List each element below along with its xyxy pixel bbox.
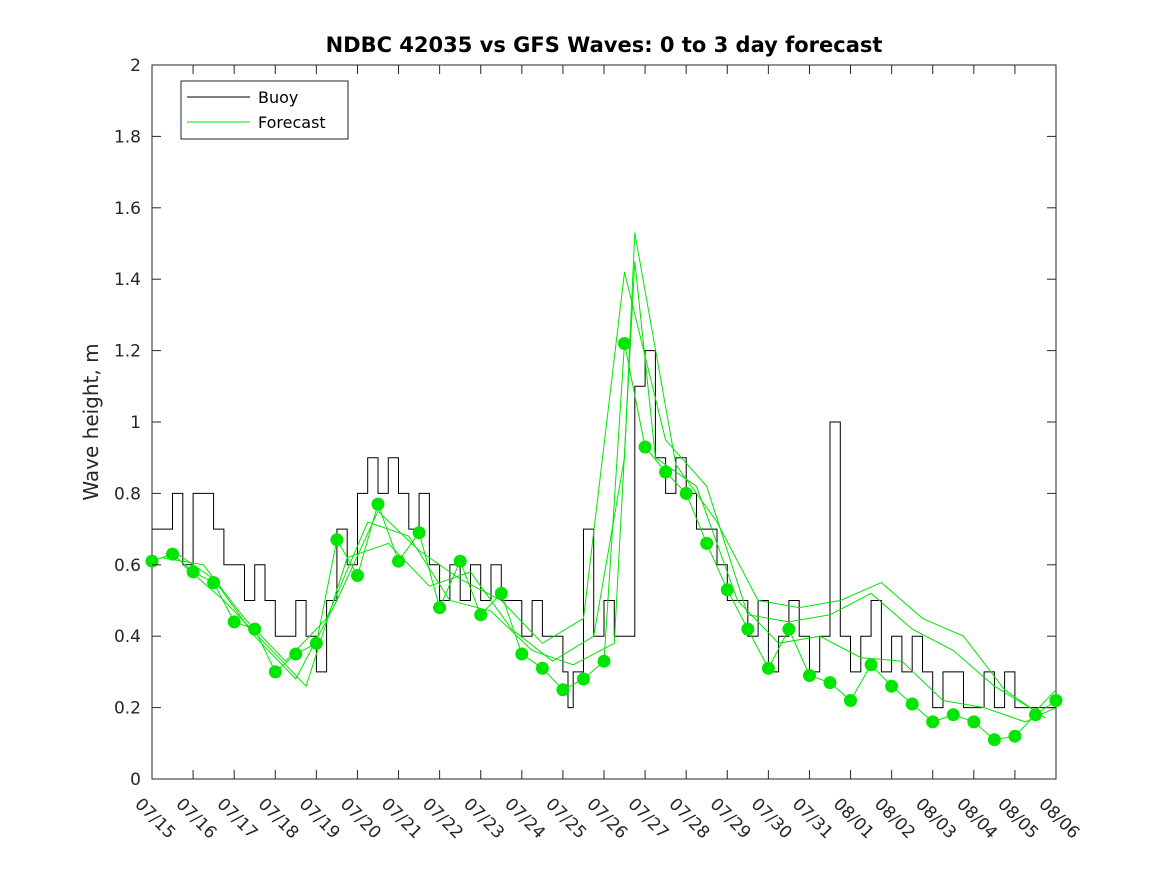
forecast-analysis-point <box>803 669 816 682</box>
forecast-analysis-point <box>474 608 488 622</box>
forecast-analysis-point <box>289 647 303 661</box>
forecast-analysis-point <box>1029 708 1042 722</box>
forecast-analysis-point <box>823 676 837 690</box>
forecast-analysis-point <box>371 497 385 511</box>
forecast-analysis-point <box>145 554 159 568</box>
series-line <box>172 271 1057 712</box>
y-tick-label: 0.8 <box>114 484 141 504</box>
forecast-analysis-point <box>987 733 1001 747</box>
y-tick-label: 0.6 <box>114 556 141 576</box>
forecast-analysis-point <box>741 622 755 636</box>
legend-box <box>180 80 349 140</box>
y-tick-label: 1.8 <box>114 127 141 147</box>
y-tick-label: 2 <box>130 56 141 76</box>
forecast-analysis-point <box>351 569 364 582</box>
y-tick-label: 1.4 <box>114 270 141 290</box>
series-forecast-1 <box>145 337 1063 747</box>
forecast-analysis-point <box>618 337 631 350</box>
forecast-analysis-point <box>268 665 282 679</box>
forecast-analysis-point <box>577 672 590 686</box>
forecast-analysis-point <box>720 583 734 597</box>
series-line <box>182 232 1046 719</box>
forecast-analysis-point <box>433 601 447 615</box>
y-tick-label: 0.2 <box>114 699 141 719</box>
forecast-analysis-point <box>761 661 775 675</box>
forecast-analysis-point <box>659 465 673 479</box>
legend-forecast-label: Forecast <box>258 113 326 132</box>
forecast-analysis-point <box>905 697 919 711</box>
forecast-analysis-point <box>926 715 940 729</box>
forecast-analysis-point <box>1049 694 1063 707</box>
forecast-analysis-point <box>597 654 611 668</box>
y-tick-label: 1 <box>130 413 141 433</box>
forecast-analysis-point <box>227 615 241 629</box>
forecast-analysis-point <box>885 679 899 693</box>
forecast-analysis-point <box>453 554 467 568</box>
forecast-analysis-point <box>207 576 221 590</box>
series-forecast-4 <box>172 271 1057 712</box>
forecast-analysis-point <box>679 486 693 500</box>
forecast-analysis-point <box>864 658 878 672</box>
series-forecast-3 <box>182 232 1046 719</box>
y-tick-label: 1.6 <box>114 199 141 219</box>
forecast-analysis-point <box>844 694 857 707</box>
forecast-analysis-point <box>556 683 570 697</box>
forecast-analysis-point <box>392 554 405 568</box>
forecast-analysis-point <box>494 586 508 600</box>
y-axis-label: Wave height, m <box>79 343 103 500</box>
legend: Buoy Forecast <box>180 80 349 140</box>
forecast-analysis-point <box>700 536 714 550</box>
forecast-analysis-point <box>515 647 529 661</box>
legend-buoy-label: Buoy <box>258 88 298 107</box>
forecast-analysis-point <box>330 533 344 547</box>
forecast-analysis-point <box>638 440 652 454</box>
plot-area <box>151 64 1057 780</box>
y-tick-label: 0 <box>130 770 141 790</box>
y-axis: 0 0.2 0.4 0.6 0.8 1 1.2 1.4 1.6 1.8 2 <box>114 56 1056 790</box>
y-tick-label: 1.2 <box>114 342 141 362</box>
forecast-analysis-point <box>782 622 796 636</box>
forecast-analysis-point <box>1008 729 1022 743</box>
series-layer <box>145 232 1063 747</box>
forecast-analysis-point <box>967 715 981 729</box>
forecast-analysis-point <box>535 661 549 675</box>
forecast-analysis-point <box>186 565 200 579</box>
forecast-analysis-point <box>946 708 960 722</box>
forecast-analysis-point <box>166 547 179 561</box>
forecast-analysis-point <box>412 526 426 540</box>
chart-title: NDBC 42035 vs GFS Waves: 0 to 3 day fore… <box>326 33 883 57</box>
y-tick-label: 0.4 <box>114 627 141 647</box>
